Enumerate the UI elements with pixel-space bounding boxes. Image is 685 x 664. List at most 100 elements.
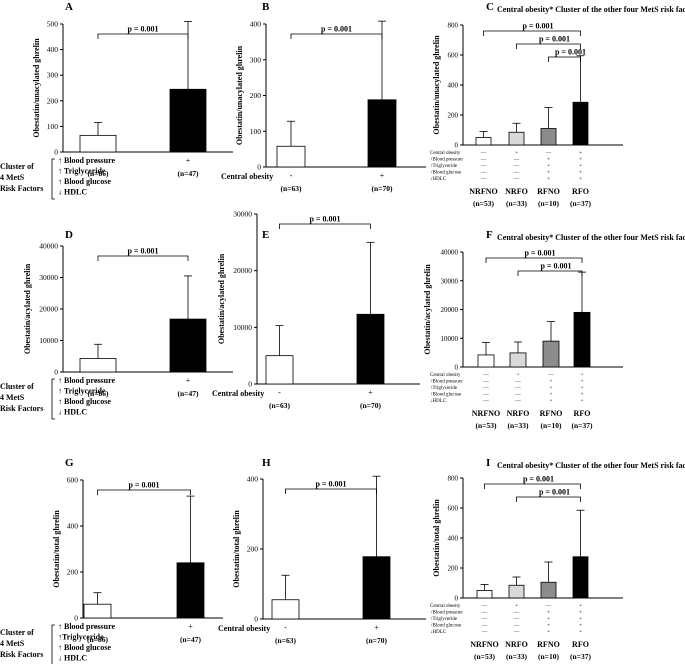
y-tick-label: 300	[47, 71, 59, 80]
y-tick-label: 0	[54, 368, 58, 377]
group-sign: —	[93, 156, 103, 165]
panel-A: A 0 100 200 300 400 500 Obestatin/unacylated gh…	[0, 1, 233, 200]
risk-factor-label: ↓ HDLC	[58, 654, 87, 663]
cluster-label: Risk Factors	[0, 650, 43, 659]
bar	[367, 99, 397, 168]
panel-H: H 0 200 400 Obestatin/total ghrelin p = 0.001…	[218, 457, 426, 645]
y-tick-label: 20000	[233, 266, 252, 275]
factor-mark: +	[579, 623, 582, 629]
p-value-label: p = 0.001	[321, 25, 352, 34]
n-label: (n=47)	[180, 635, 201, 644]
risk-factor-label: ↓ HDLC	[58, 188, 87, 197]
p-value-label: p = 0.001	[539, 488, 570, 497]
panel-C: C Central obesity* Cluster of the other f…	[430, 1, 685, 208]
factor-mark: +	[547, 170, 550, 176]
n-label: (n=53)	[476, 421, 497, 430]
factor-mark: —	[513, 176, 520, 182]
factor-mark: —	[481, 629, 488, 635]
factor-mark: —	[513, 623, 520, 629]
y-tick-label: 200	[47, 96, 59, 105]
cluster-label: 4 MetS	[0, 639, 25, 648]
group-sign: +	[186, 156, 191, 165]
bar	[169, 318, 207, 373]
y-axis-label: Obestatin/unacylated ghrelin	[235, 45, 244, 145]
n-label: (n=63)	[269, 401, 290, 410]
factor-mark: +	[547, 163, 550, 169]
bar	[169, 88, 207, 153]
factor-mark: —	[480, 170, 487, 176]
y-tick-label: 400	[448, 82, 459, 90]
risk-factor-label: ↑ Blood glucose	[58, 643, 111, 652]
panel-D: D 0 10000 20000 30000 40000 Obestatin/acylated…	[0, 229, 233, 420]
factor-row-label: ↓HDLC	[430, 177, 447, 182]
category-label: RFNO	[537, 187, 560, 196]
group-sign: +	[374, 623, 379, 632]
group-sign: -	[290, 171, 293, 180]
factor-row-label: Central obesity	[430, 373, 461, 378]
factor-row-label: ↑Blood pressure	[430, 158, 463, 163]
factor-mark: —	[514, 385, 521, 391]
factor-row-label: ↑Triglyceride	[430, 617, 458, 622]
y-tick-label: 0	[54, 148, 58, 157]
factor-mark: —	[480, 176, 487, 182]
factor-mark: +	[515, 150, 518, 156]
factor-mark: +	[549, 385, 552, 391]
y-axis-label: Obestatin/acylated ghrelin	[217, 253, 226, 344]
factor-mark: +	[580, 385, 583, 391]
y-tick-label: 400	[448, 535, 459, 543]
y-tick-label: 30000	[441, 277, 459, 285]
factor-row-label: ↑Blood glucose	[430, 624, 462, 629]
significance-bracket	[548, 56, 581, 62]
factor-mark: —	[481, 616, 488, 622]
factor-mark: —	[481, 603, 488, 609]
y-tick-label: 600	[448, 505, 459, 513]
y-tick-label: 600	[67, 476, 79, 485]
y-axis-label: Obestatin/unacylated ghrelin	[32, 38, 41, 138]
y-tick-label: 200	[250, 91, 262, 100]
factor-mark: —	[482, 379, 489, 385]
factor-mark: —	[480, 163, 487, 169]
factor-mark: +	[579, 176, 582, 182]
factor-mark: +	[580, 392, 583, 398]
y-tick-label: 300	[250, 55, 262, 64]
bar	[79, 358, 117, 373]
group-sign: +	[368, 388, 373, 397]
significance-bracket	[516, 496, 581, 502]
group-sign: -	[284, 623, 287, 632]
bar	[508, 131, 525, 146]
risk-factor-label: ↑ Blood pressure	[58, 156, 115, 165]
factor-mark: —	[513, 616, 520, 622]
n-label: (n=70)	[372, 184, 393, 193]
panel-G: G 0 200 400 600 Obestatin/total ghrelin p = 0.…	[0, 457, 223, 664]
factor-mark: +	[579, 170, 582, 176]
y-tick-label: 0	[248, 380, 252, 389]
p-value-label: p = 0.001	[128, 481, 159, 490]
y-tick-label: 800	[448, 475, 459, 483]
cluster-label: Risk Factors	[0, 184, 43, 193]
bar	[573, 311, 591, 368]
y-tick-label: 200	[247, 545, 259, 554]
y-tick-label: 0	[455, 142, 459, 150]
y-tick-label: 600	[448, 52, 459, 60]
factor-mark: —	[513, 610, 520, 616]
n-label: (n=33)	[506, 652, 527, 661]
bar	[356, 313, 385, 385]
significance-bracket	[485, 257, 583, 263]
y-tick-label: 10000	[39, 336, 58, 345]
y-tick-label: 0	[455, 364, 459, 372]
y-tick-label: 10000	[233, 323, 252, 332]
y-tick-label: 40000	[39, 242, 58, 251]
category-label: RFNO	[540, 409, 563, 418]
risk-factor-label: ↑ Blood glucose	[58, 397, 111, 406]
significance-bracket	[279, 223, 371, 229]
p-value-label: p = 0.001	[523, 475, 554, 484]
y-tick-label: 400	[47, 45, 59, 54]
y-tick-label: 200	[448, 112, 459, 120]
panel-letter: H	[262, 457, 271, 469]
significance-bracket	[290, 33, 383, 39]
factor-mark: —	[545, 603, 552, 609]
y-tick-label: 0	[257, 163, 261, 172]
factor-row-label: ↑Blood pressure	[430, 380, 463, 385]
factor-mark: +	[579, 610, 582, 616]
n-label: (n=53)	[474, 652, 495, 661]
